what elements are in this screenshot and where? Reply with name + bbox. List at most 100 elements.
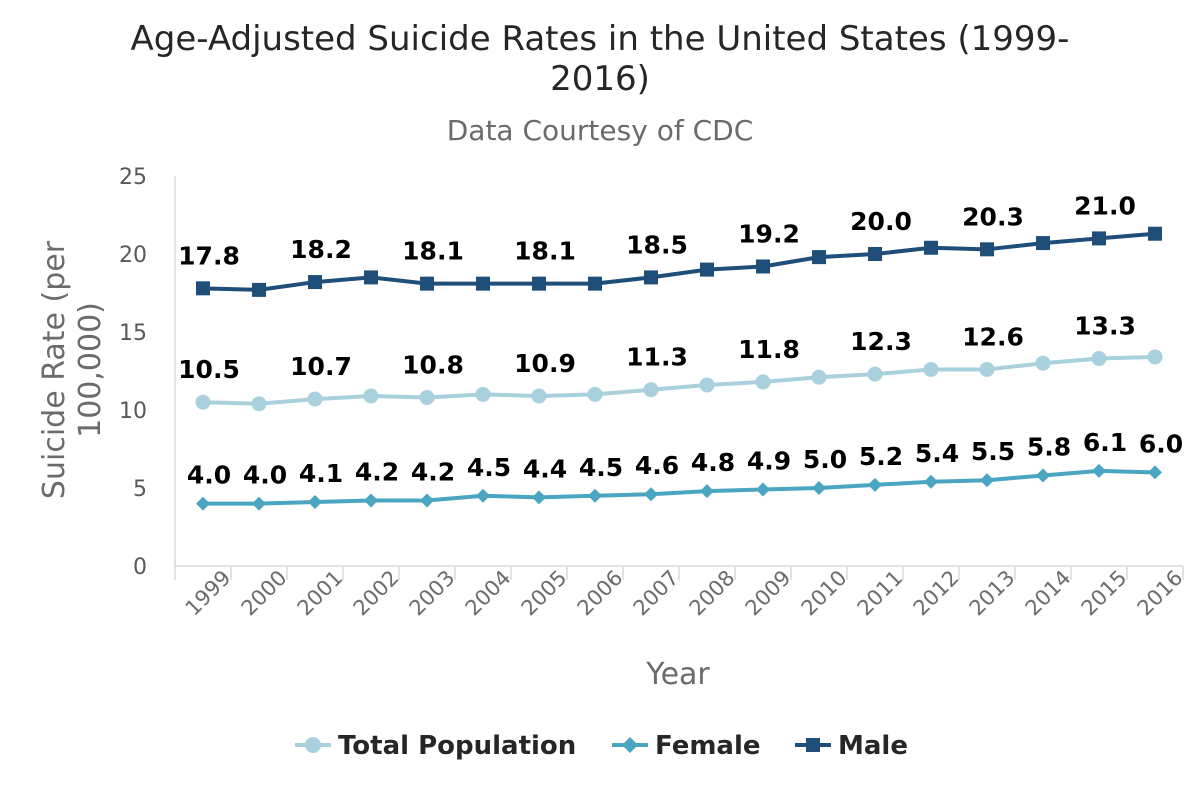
data-label-total-population-2003: 10.8 bbox=[402, 351, 464, 380]
data-label-female-2007: 4.6 bbox=[635, 451, 679, 480]
marker-female-1999 bbox=[196, 496, 210, 511]
data-labels: 10.5 10.7 10.8 10.9 11.3 11.8 12.3 12.6 13.3 4.0 4… bbox=[178, 191, 1183, 489]
data-label-male-2013: 20.3 bbox=[962, 202, 1024, 231]
marker-female-2002 bbox=[364, 493, 378, 508]
x-tick-label-2008: 2008 bbox=[685, 566, 740, 621]
data-label-male-2011: 20.0 bbox=[850, 207, 912, 236]
data-label-female-2004: 4.5 bbox=[467, 453, 511, 482]
data-label-total-population-2005: 10.9 bbox=[514, 349, 576, 378]
data-label-total-population-2015: 13.3 bbox=[1074, 312, 1136, 341]
marker-total-population-2012 bbox=[923, 361, 939, 377]
data-label-female-2008: 4.8 bbox=[691, 448, 735, 477]
marker-total-population-2002 bbox=[363, 388, 379, 404]
marker-male-2003 bbox=[420, 276, 434, 291]
data-label-female-2006: 4.5 bbox=[579, 453, 623, 482]
data-label-female-2015: 6.1 bbox=[1083, 428, 1127, 457]
legend-label-female: Female bbox=[655, 731, 761, 761]
marker-female-2011 bbox=[868, 477, 882, 492]
marker-female-2000 bbox=[252, 496, 266, 511]
marker-female-2015 bbox=[1092, 463, 1106, 478]
x-tick-label-2016: 2016 bbox=[1133, 566, 1188, 621]
legend-marker-total-population bbox=[305, 737, 321, 753]
chart-title-line-2: 2016) bbox=[550, 59, 650, 99]
marker-female-2010 bbox=[812, 481, 826, 495]
marker-total-population-2015 bbox=[1091, 351, 1107, 367]
marker-male-2002 bbox=[364, 270, 378, 285]
data-label-female-2012: 5.4 bbox=[915, 439, 959, 468]
data-label-female-2013: 5.5 bbox=[971, 437, 1015, 466]
y-tick-label-4: 20 bbox=[119, 243, 147, 268]
marker-female-2001 bbox=[308, 495, 322, 510]
legend-item-male: Male bbox=[795, 731, 908, 761]
data-label-total-population-2013: 12.6 bbox=[962, 322, 1024, 351]
legend-item-female: Female bbox=[612, 731, 761, 761]
marker-female-2016 bbox=[1148, 465, 1162, 480]
marker-total-population-2003 bbox=[419, 390, 435, 406]
data-label-female-2002: 4.2 bbox=[355, 457, 399, 486]
data-label-male-2015: 21.0 bbox=[1074, 191, 1136, 220]
legend-marker-female bbox=[622, 737, 638, 753]
marker-female-2014 bbox=[1036, 468, 1050, 483]
marker-total-population-2008 bbox=[699, 377, 715, 393]
marker-male-2011 bbox=[868, 247, 882, 261]
data-label-total-population-2001: 10.7 bbox=[290, 352, 352, 381]
marker-total-population-2007 bbox=[643, 382, 659, 398]
marker-female-2007 bbox=[644, 487, 658, 502]
marker-total-population-2005 bbox=[531, 388, 547, 404]
data-label-female-2003: 4.2 bbox=[411, 457, 455, 486]
marker-female-2008 bbox=[700, 484, 714, 499]
y-tick-label-1: 5 bbox=[133, 477, 147, 502]
marker-male-2015 bbox=[1092, 231, 1106, 246]
x-tick-label-2014: 2014 bbox=[1021, 566, 1076, 621]
data-label-male-1999: 17.8 bbox=[178, 241, 240, 270]
data-label-male-2007: 18.5 bbox=[626, 230, 688, 259]
y-tick-labels: 0 5 10 15 20 25 bbox=[119, 165, 147, 580]
series-lines bbox=[202, 231, 1156, 506]
data-label-female-2005: 4.4 bbox=[523, 454, 567, 483]
legend: Total Population Female Male bbox=[295, 731, 908, 761]
marker-male-2014 bbox=[1036, 236, 1050, 251]
chart-subtitle: Data Courtesy of CDC bbox=[447, 114, 754, 147]
y-tick-label-5: 25 bbox=[119, 165, 147, 190]
data-label-male-2003: 18.1 bbox=[402, 237, 464, 266]
x-tick-label-2003: 2003 bbox=[405, 566, 460, 621]
series-markers bbox=[195, 226, 1163, 511]
x-ticks: 1999 2000 2001 2002 2003 2004 2005 2006 2007 2008… bbox=[174, 566, 1188, 621]
data-label-female-2011: 5.2 bbox=[859, 442, 903, 471]
x-tick-label-2013: 2013 bbox=[965, 566, 1020, 621]
y-tick-label-0: 0 bbox=[133, 555, 147, 580]
marker-total-population-2001 bbox=[307, 391, 323, 407]
data-label-female-2009: 4.9 bbox=[747, 447, 791, 476]
legend-label-total-population: Total Population bbox=[338, 731, 576, 761]
data-label-female-2000: 4.0 bbox=[243, 461, 287, 490]
x-tick-label-2012: 2012 bbox=[909, 566, 964, 621]
x-tick-label-2015: 2015 bbox=[1077, 566, 1132, 621]
legend-item-total-population: Total Population bbox=[295, 731, 576, 761]
marker-total-population-2013 bbox=[979, 361, 995, 377]
x-tick-label-2001: 2001 bbox=[293, 566, 348, 621]
marker-total-population-1999 bbox=[195, 394, 211, 410]
x-tick-label-2002: 2002 bbox=[349, 566, 404, 621]
legend-label-male: Male bbox=[838, 731, 908, 761]
x-tick-label-2010: 2010 bbox=[797, 566, 852, 621]
chart-title-line-1: Age-Adjusted Suicide Rates in the United… bbox=[131, 19, 1070, 59]
marker-male-2005 bbox=[532, 276, 546, 291]
legend-marker-male bbox=[806, 738, 820, 752]
series-line-male bbox=[202, 231, 1156, 292]
marker-female-2009 bbox=[756, 482, 770, 497]
x-tick-label-2005: 2005 bbox=[517, 566, 572, 621]
y-axis-title-line-2: 100,000) bbox=[73, 302, 108, 438]
x-axis-title: Year bbox=[645, 657, 710, 692]
marker-total-population-2000 bbox=[251, 396, 267, 412]
series-line-total-population bbox=[202, 354, 1156, 406]
marker-male-2006 bbox=[588, 276, 602, 291]
data-label-total-population-2007: 11.3 bbox=[626, 343, 688, 372]
data-label-female-2014: 5.8 bbox=[1027, 433, 1071, 462]
marker-total-population-2016 bbox=[1147, 349, 1163, 365]
y-tick-label-3: 15 bbox=[119, 321, 147, 346]
data-label-male-2005: 18.1 bbox=[514, 237, 576, 266]
marker-male-2012 bbox=[924, 240, 938, 255]
marker-female-2006 bbox=[588, 488, 602, 503]
y-tick-label-2: 10 bbox=[119, 399, 147, 424]
x-tick-label-2006: 2006 bbox=[573, 566, 628, 621]
